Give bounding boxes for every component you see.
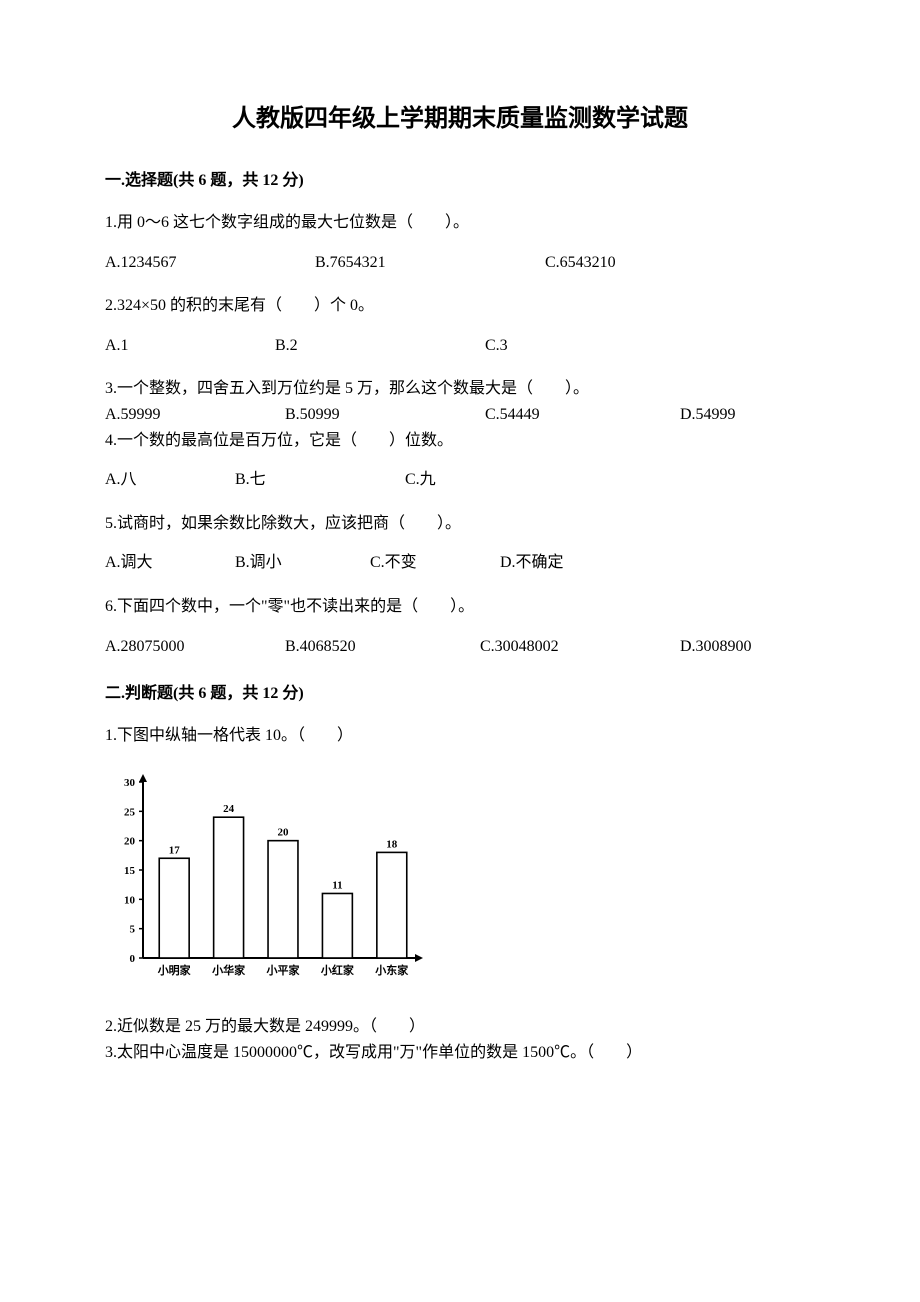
svg-text:5: 5 [130, 924, 136, 936]
q6-option-b: B.4068520 [285, 634, 480, 660]
s2-question-2: 2.近似数是 25 万的最大数是 249999。（ ） [105, 1014, 815, 1040]
bar-chart: 0 5 10 15 20 25 30 17 小明家 24 小华家 20 小平家 11 小红家 18 小东家 [105, 768, 425, 988]
question-6-text: 6.下面四个数中，一个"零"也不读出来的是（ ）。 [105, 594, 815, 620]
svg-text:18: 18 [386, 839, 398, 851]
s2-question-1: 1.下图中纵轴一格代表 10。（ ） [105, 723, 815, 749]
q5-option-b: B.调小 [235, 550, 370, 576]
question-2-text: 2.324×50 的积的末尾有（ ）个 0。 [105, 293, 815, 319]
q6-option-c: C.30048002 [480, 634, 680, 660]
question-3-text: 3.一个整数，四舍五入到万位约是 5 万，那么这个数最大是（ ）。 [105, 376, 815, 402]
s2-question-1-text: 1.下图中纵轴一格代表 10。（ ） [105, 723, 815, 749]
q5-option-d: D.不确定 [500, 550, 564, 576]
q3-option-b: B.50999 [285, 402, 485, 428]
svg-text:15: 15 [124, 865, 136, 877]
s2-question-3-text: 3.太阳中心温度是 15000000℃，改写成用"万"作单位的数是 1500℃。… [105, 1040, 815, 1066]
section-2-heading: 二.判断题(共 6 题，共 12 分) [105, 681, 815, 707]
svg-text:小东家: 小东家 [374, 963, 409, 977]
q5-option-a: A.调大 [105, 550, 235, 576]
svg-text:0: 0 [130, 953, 136, 965]
q3-option-d: D.54999 [680, 402, 736, 428]
question-1-text: 1.用 0～6 这七个数字组成的最大七位数是（ ）。 [105, 210, 815, 236]
q4-option-b: B.七 [235, 467, 405, 493]
svg-text:小华家: 小华家 [211, 963, 246, 977]
q6-option-d: D.3008900 [680, 634, 752, 660]
q2-option-a: A.1 [105, 333, 275, 359]
question-3: 3.一个整数，四舍五入到万位约是 5 万，那么这个数最大是（ ）。 A.5999… [105, 376, 815, 427]
q1-option-a: A.1234567 [105, 250, 315, 276]
q3-option-c: C.54449 [485, 402, 680, 428]
svg-text:11: 11 [332, 880, 342, 892]
section-1-heading: 一.选择题(共 6 题，共 12 分) [105, 168, 815, 194]
svg-text:10: 10 [124, 895, 136, 907]
question-5: 5.试商时，如果余数比除数大，应该把商（ ）。 A.调大 B.调小 C.不变 D… [105, 511, 815, 576]
svg-text:20: 20 [278, 827, 290, 839]
svg-text:小平家: 小平家 [266, 963, 301, 977]
svg-text:小红家: 小红家 [320, 963, 355, 977]
question-2: 2.324×50 的积的末尾有（ ）个 0。 A.1 B.2 C.3 [105, 293, 815, 358]
question-5-text: 5.试商时，如果余数比除数大，应该把商（ ）。 [105, 511, 815, 537]
svg-text:30: 30 [124, 777, 136, 789]
question-1: 1.用 0～6 这七个数字组成的最大七位数是（ ）。 A.1234567 B.7… [105, 210, 815, 275]
s2-question-2-text: 2.近似数是 25 万的最大数是 249999。（ ） [105, 1014, 815, 1040]
page-title: 人教版四年级上学期期末质量监测数学试题 [105, 100, 815, 138]
q4-option-c: C.九 [405, 467, 436, 493]
question-4: 4.一个数的最高位是百万位，它是（ ）位数。 A.八 B.七 C.九 [105, 428, 815, 493]
q1-option-c: C.6543210 [545, 250, 616, 276]
q5-option-c: C.不变 [370, 550, 500, 576]
svg-text:小明家: 小明家 [157, 963, 192, 977]
q2-option-c: C.3 [485, 333, 508, 359]
svg-text:25: 25 [124, 807, 136, 819]
q2-option-b: B.2 [275, 333, 485, 359]
bar-chart-svg: 0 5 10 15 20 25 30 17 小明家 24 小华家 20 小平家 11 小红家 18 小东家 [105, 768, 425, 988]
q4-option-a: A.八 [105, 467, 235, 493]
question-4-text: 4.一个数的最高位是百万位，它是（ ）位数。 [105, 428, 815, 454]
s2-question-3: 3.太阳中心温度是 15000000℃，改写成用"万"作单位的数是 1500℃。… [105, 1040, 815, 1066]
svg-text:17: 17 [169, 845, 181, 857]
q1-option-b: B.7654321 [315, 250, 545, 276]
svg-text:20: 20 [124, 836, 136, 848]
q6-option-a: A.28075000 [105, 634, 285, 660]
question-6: 6.下面四个数中，一个"零"也不读出来的是（ ）。 A.28075000 B.4… [105, 594, 815, 659]
q3-option-a: A.59999 [105, 402, 285, 428]
svg-text:24: 24 [223, 803, 235, 815]
